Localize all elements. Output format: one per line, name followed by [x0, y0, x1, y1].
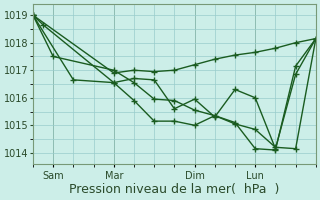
X-axis label: Pression niveau de la mer(  hPa  ): Pression niveau de la mer( hPa ) [69, 183, 280, 196]
